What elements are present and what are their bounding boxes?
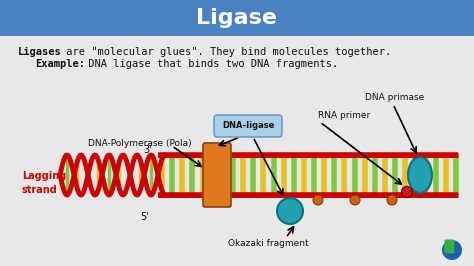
- Circle shape: [442, 240, 462, 260]
- Text: DNA ligase that binds two DNA fragments.: DNA ligase that binds two DNA fragments.: [82, 59, 338, 69]
- Text: DNA primase: DNA primase: [365, 94, 424, 102]
- Circle shape: [277, 198, 303, 224]
- Ellipse shape: [408, 157, 432, 193]
- Text: Okazaki fragment: Okazaki fragment: [228, 239, 308, 248]
- Text: Example:: Example:: [35, 59, 85, 69]
- Circle shape: [350, 195, 360, 205]
- Bar: [0, 36, 474, 266]
- Text: Ligase: Ligase: [197, 8, 277, 28]
- Text: RNA primer: RNA primer: [318, 111, 370, 120]
- Text: Ligases: Ligases: [18, 47, 62, 57]
- FancyBboxPatch shape: [214, 115, 282, 137]
- Text: 5': 5': [141, 212, 149, 222]
- Circle shape: [387, 195, 397, 205]
- Circle shape: [401, 186, 412, 197]
- Text: 3': 3': [144, 145, 152, 155]
- Circle shape: [313, 195, 323, 205]
- Bar: [0, 0, 474, 36]
- FancyBboxPatch shape: [203, 143, 231, 207]
- Text: DNA-ligase: DNA-ligase: [222, 122, 274, 131]
- FancyBboxPatch shape: [445, 239, 455, 253]
- Text: are "molecular glues". They bind molecules together.: are "molecular glues". They bind molecul…: [60, 47, 391, 57]
- Text: Lagging
strand: Lagging strand: [22, 171, 66, 195]
- Text: DNA-Polymerase (Pola): DNA-Polymerase (Pola): [88, 139, 191, 148]
